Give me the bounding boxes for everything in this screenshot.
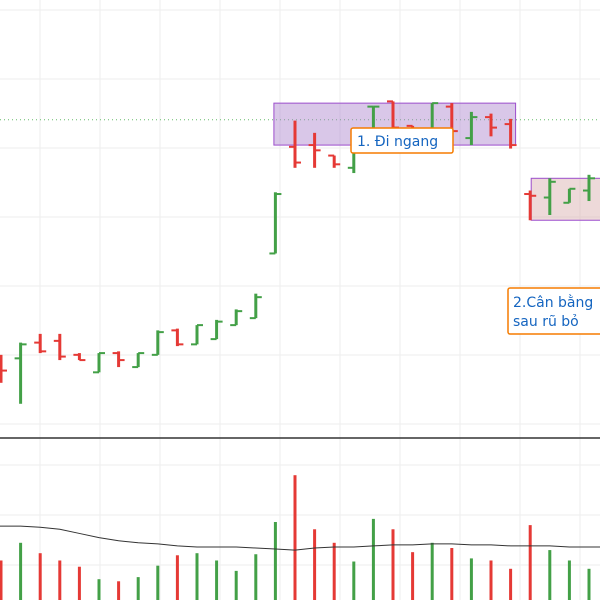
ohlc-bar	[191, 324, 203, 346]
volume-bar	[0, 560, 3, 600]
ohlc-bar	[132, 352, 145, 369]
ohlc-bar	[112, 351, 125, 368]
price-bars	[0, 100, 595, 404]
ohlc-bar	[249, 293, 262, 320]
volume-bar	[273, 522, 277, 600]
volume-bar	[509, 568, 513, 600]
volume-bar	[548, 550, 552, 600]
annotation-labels: 1. Đi ngang 2.Cân bằng sau rũ bỏ	[350, 127, 600, 335]
volume-bar	[19, 542, 23, 600]
volume-bar	[528, 525, 532, 600]
ohlc-bar	[0, 354, 7, 383]
volume-bar	[293, 475, 297, 600]
ohlc-bar	[543, 178, 556, 216]
annotation-label-text: 2.Cân bằng	[513, 294, 593, 311]
ohlc-bar	[485, 113, 497, 137]
ohlc-bar	[73, 353, 86, 362]
volume-bar	[450, 548, 454, 600]
volume-bar	[215, 560, 219, 600]
annotation-label-text: 1. Đi ngang	[357, 134, 438, 150]
ohlc-bar	[504, 118, 517, 149]
ohlc-bar	[53, 333, 66, 361]
annotation-label-text: sau rũ bỏ	[513, 314, 579, 330]
annotation-label-box	[507, 287, 600, 335]
ohlc-bar	[171, 328, 184, 347]
ohlc-bar	[524, 190, 537, 221]
volume-bar	[97, 579, 101, 600]
volume-bar	[391, 529, 395, 600]
volume-bar	[411, 552, 415, 600]
volume-bar	[117, 581, 121, 600]
volume-bar	[489, 560, 493, 600]
ohlc-bar	[230, 309, 243, 327]
ohlc-bar	[583, 174, 595, 202]
volume-bar	[313, 529, 317, 600]
ohlc-bar	[308, 132, 321, 168]
volume-bar	[136, 577, 140, 600]
volume-bar	[430, 542, 434, 600]
volume-bar	[332, 542, 336, 600]
volume-moving-average-line	[0, 525, 600, 551]
volume-bar	[156, 565, 160, 600]
ohlc-bar	[93, 352, 105, 374]
volume-bar	[77, 566, 81, 600]
ohlc-bar	[14, 342, 27, 404]
volume-bar	[234, 570, 238, 600]
ohlc-bar	[210, 319, 223, 341]
volume-bar	[587, 568, 591, 600]
volume-bar	[58, 560, 62, 600]
volume-bars	[0, 475, 591, 600]
annotation-label-sideways: 1. Đi ngang	[350, 127, 454, 154]
volume-bar	[371, 518, 375, 600]
ohlc-bar	[34, 333, 47, 354]
ohlc-bar	[465, 111, 478, 146]
volume-bar	[195, 553, 199, 600]
annotation-label-balance: 2.Cân bằng sau rũ bỏ	[507, 287, 600, 335]
ohlc-bar	[151, 330, 164, 356]
ohlc-bar	[328, 154, 341, 168]
volume-bar	[352, 561, 356, 600]
ohlc-bar	[563, 187, 576, 204]
volume-bar	[469, 558, 473, 600]
volume-bar	[38, 553, 42, 600]
volume-bar	[567, 560, 571, 600]
ohlc-bar	[289, 120, 301, 168]
ohlc-bar	[269, 192, 282, 255]
annotation-label-box	[350, 127, 454, 154]
volume-bar	[254, 554, 258, 600]
volume-bar	[175, 555, 179, 600]
